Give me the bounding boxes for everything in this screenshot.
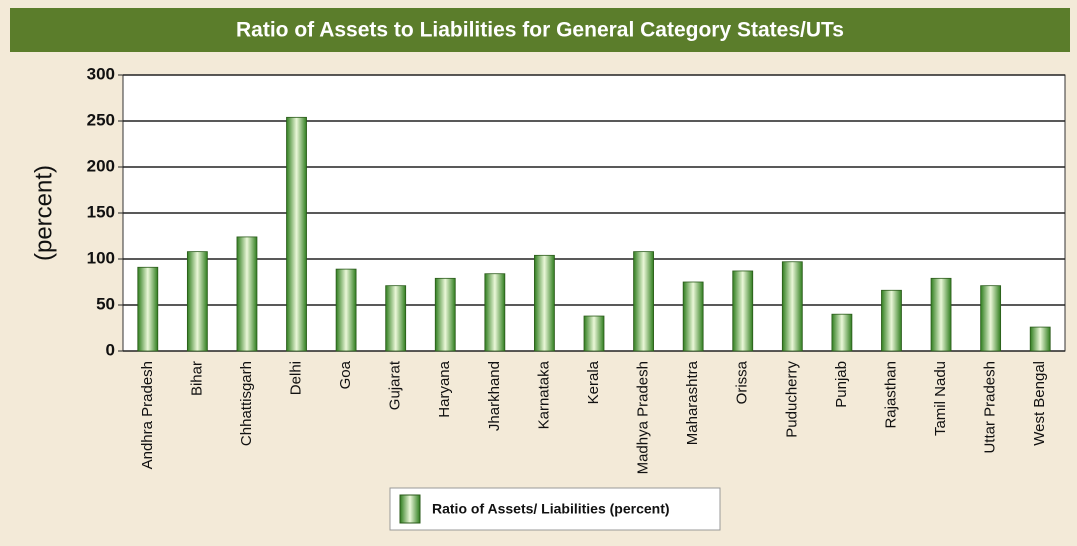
bar [980,285,1002,352]
bar [534,254,555,352]
y-tick-label: 0 [106,340,115,359]
bar [186,251,208,352]
y-tick-label: 50 [96,294,115,313]
x-tick-label: Maharashtra [684,360,701,445]
x-tick-label: Orissa [734,360,751,404]
bar [633,251,654,352]
bar [930,277,952,352]
y-tick-label: 100 [87,248,115,267]
bar [137,266,159,352]
legend-swatch [399,494,421,524]
bar [732,270,754,352]
y-tick-label: 150 [87,202,115,221]
bar [385,285,407,352]
x-tick-label: Karnataka [535,360,552,429]
x-tick-label: West Bengal [1031,361,1048,446]
bar [236,236,258,352]
x-tick-label: Chhattisgarh [238,361,255,446]
bar [831,313,853,352]
x-tick-label: Gujarat [387,360,404,410]
bar [781,261,803,352]
bar [583,315,605,352]
x-tick-label: Kerala [585,360,602,404]
bar [434,277,456,352]
x-tick-label: Goa [337,360,354,389]
bar [286,116,307,352]
y-tick-label: 200 [87,156,115,175]
x-tick-label: Bihar [188,361,205,396]
x-tick-label: Puducherry [783,361,800,438]
chart-title: Ratio of Assets to Liabilities for Gener… [236,19,844,42]
x-tick-label: Rajasthan [882,361,899,429]
bar [335,268,357,352]
y-axis-label: (percent) [30,165,57,261]
x-tick-label: Tamil Nadu [932,361,949,436]
bar [682,281,704,352]
bar [484,273,506,352]
y-tick-label: 300 [87,64,115,83]
x-tick-label: Punjab [833,361,850,408]
legend-label: Ratio of Assets/ Liabilities (percent) [432,501,670,517]
legend [389,487,721,531]
x-tick-label: Jharkhand [486,361,503,431]
x-tick-label: Uttar Pradesh [982,361,999,454]
x-tick-label: Andhra Pradesh [139,361,156,469]
bar [1029,326,1051,352]
bar [881,289,902,352]
x-tick-label: Delhi [287,361,304,395]
title-bar [10,8,1070,52]
y-tick-label: 250 [87,110,115,129]
x-tick-label: Madhya Pradesh [635,361,652,474]
x-tick-label: Haryana [436,360,453,417]
